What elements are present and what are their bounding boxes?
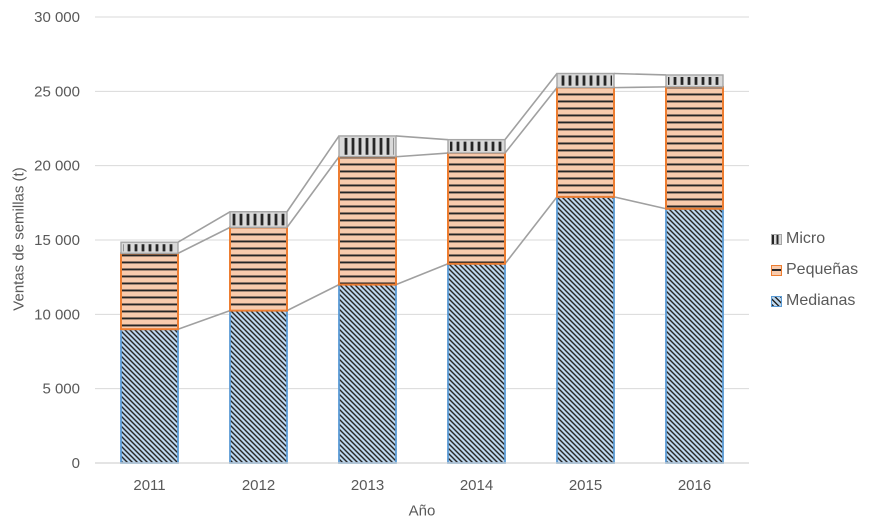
series-connector-line [395,135,449,141]
legend-label-medianas: Medianas [786,292,856,309]
micro-pattern-swatch-icon [771,233,782,245]
legend-item-medianas: Medianas [771,292,858,310]
legend-item-pequenas: Pequeñas [771,261,858,279]
bar-segment-pequenas-2016 [665,85,724,210]
x-tick-label: 2016 [678,477,711,494]
bar-segment-medianas-2014 [447,262,506,464]
bar-segment-pequenas-2012 [229,226,288,312]
bar-segment-medianas-2013 [338,283,397,464]
bar-segment-pequenas-2011 [120,252,179,331]
y-tick-label: 25 000 [34,83,80,100]
series-connector-line [177,211,231,243]
bar-segment-medianas-2015 [556,195,615,464]
bar-segment-medianas-2012 [229,309,288,464]
bar-segment-pequenas-2013 [338,155,397,286]
x-tick-label: 2015 [569,477,602,494]
series-connector-line [177,309,231,330]
bar-segment-micro-hatch [559,75,612,86]
bar-segment-medianas-2016 [665,207,724,464]
series-connector-line [613,72,667,76]
y-tick-label: 20 000 [34,158,80,175]
series-connector-line [286,135,340,213]
legend-item-micro: Micro [771,230,858,248]
pequenas-pattern-swatch-icon [771,264,782,276]
series-connector-line [177,226,231,255]
bar-segment-micro-hatch [232,213,285,226]
series-connector-line [286,156,340,228]
series-connector-line [395,152,449,158]
bar-segment-micro-hatch [668,76,721,85]
series-connector-line [504,72,558,141]
y-axis-title: Ventas de semillas (t) [10,167,28,311]
bar-segment-medianas-2011 [120,328,179,464]
series-connector-line [613,86,667,89]
x-tick-label: 2012 [242,477,275,494]
bar-segment-pequenas-2014 [447,152,506,265]
series-connector-line [504,87,558,154]
series-connector-line [395,263,449,286]
medianas-pattern-swatch-icon [771,295,782,307]
legend-label-micro: Micro [786,230,826,247]
bar-segment-micro-hatch [341,137,394,155]
bar-segment-micro-hatch [450,141,503,152]
legend: Micro Pequeñas Medianas [771,230,858,310]
y-tick-label: 0 [72,455,80,472]
bar-segment-pequenas-2015 [556,86,615,198]
series-connector-line [286,283,340,312]
y-tick-label: 10 000 [34,306,80,323]
bar-segment-micro-hatch [123,244,176,252]
y-tick-label: 15 000 [34,232,80,249]
y-tick-label: 30 000 [34,9,80,26]
x-tick-label: 2014 [460,477,493,494]
x-tick-label: 2011 [133,477,165,494]
x-tick-label: 2013 [351,477,384,494]
x-axis-title: Año [408,502,436,520]
series-connector-line [504,196,558,265]
series-connector-line [613,196,667,210]
y-tick-label: 5 000 [42,381,80,398]
legend-label-pequenas: Pequeñas [786,261,859,278]
